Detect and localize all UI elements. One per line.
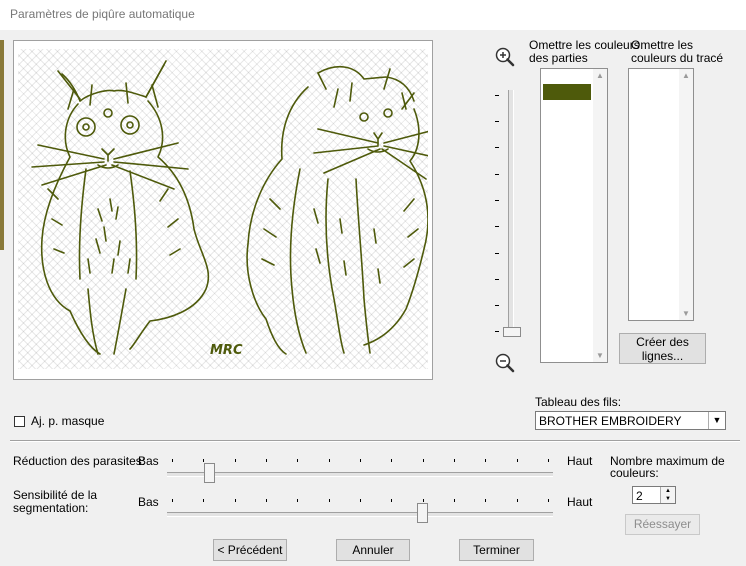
zoom-slider-thumb[interactable] xyxy=(503,327,521,337)
slider-tick xyxy=(328,499,330,502)
noise-reduction-high-label: Haut xyxy=(567,454,593,468)
omit-parts-label-line2: des parties xyxy=(529,51,588,65)
omit-parts-list[interactable]: ▲ ▼ xyxy=(540,68,608,363)
slider-tick xyxy=(172,459,173,462)
slider-tick xyxy=(548,459,549,462)
spin-up-icon[interactable]: ▲ xyxy=(665,488,671,494)
slider-tick xyxy=(516,499,518,502)
zoom-tick xyxy=(495,147,499,148)
segmentation-label-line1: Sensibilité de la xyxy=(13,488,98,502)
slider-tick xyxy=(297,499,299,502)
left-cat-drawing xyxy=(31,60,210,355)
image-preview-canvas: MRC xyxy=(18,49,435,369)
zoom-in-icon[interactable] xyxy=(494,46,516,68)
thread-table-value: BROTHER EMBROIDERY xyxy=(539,414,682,428)
create-lines-button-line2: lignes... xyxy=(641,349,684,363)
spin-down-icon[interactable]: ▼ xyxy=(665,496,671,502)
zoom-tick xyxy=(495,95,499,96)
background-window-edge xyxy=(0,40,4,250)
zoom-out-icon[interactable] xyxy=(494,352,516,374)
mask-label: Aj. p. masque xyxy=(31,414,105,428)
image-preview: MRC xyxy=(13,40,435,380)
segmentation-high-label: Haut xyxy=(567,495,593,509)
previous-button[interactable]: < Précédent xyxy=(213,539,287,561)
cats-sketch-image: MRC xyxy=(31,60,435,358)
spinner-buttons[interactable]: ▲ ▼ xyxy=(660,487,675,503)
slider-tick xyxy=(203,499,205,502)
title-bar: Paramètres de piqûre automatique xyxy=(0,0,746,30)
segmentation-label-line2: segmentation: xyxy=(13,501,89,515)
slider-tick xyxy=(328,459,330,462)
omit-parts-label-line1: Omettre les couleurs xyxy=(529,38,640,52)
slider-tick xyxy=(234,499,236,502)
separator xyxy=(10,440,740,442)
slider-tick xyxy=(454,499,455,502)
max-colors-label-line2: couleurs: xyxy=(610,466,659,480)
slider-tick xyxy=(234,459,236,462)
omit-outline-label-line2: couleurs du tracé xyxy=(631,51,724,65)
noise-reduction-track[interactable] xyxy=(167,472,553,477)
create-lines-button-line1: Créer des xyxy=(636,335,689,349)
signature-text: MRC xyxy=(210,343,243,358)
scroll-up-arrow-icon[interactable]: ▲ xyxy=(682,71,690,80)
slider-tick xyxy=(203,459,205,462)
slider-tick xyxy=(454,459,455,462)
zoom-tick xyxy=(495,121,499,122)
omit-outline-label-line1: Omettre les xyxy=(631,38,694,52)
segmentation-track[interactable] xyxy=(167,512,553,517)
scroll-down-arrow-icon[interactable]: ▼ xyxy=(596,351,604,360)
zoom-tick xyxy=(495,279,499,280)
mask-checkbox[interactable] xyxy=(14,416,25,427)
zoom-tick xyxy=(495,174,499,175)
slider-tick xyxy=(360,499,361,502)
cancel-button[interactable]: Annuler xyxy=(336,539,410,561)
thread-table-select[interactable]: BROTHER EMBROIDERY ▼ xyxy=(535,411,726,430)
max-colors-label-line1: Nombre maximum de xyxy=(610,454,725,468)
slider-tick xyxy=(422,499,424,502)
slider-tick xyxy=(172,499,173,502)
thread-table-label: Tableau des fils: xyxy=(535,395,622,409)
right-cat-drawing xyxy=(246,66,435,355)
part-color-swatch[interactable] xyxy=(543,84,591,100)
finish-button[interactable]: Terminer xyxy=(459,539,534,561)
zoom-tick xyxy=(495,331,499,332)
segmentation-low-label: Bas xyxy=(138,495,159,509)
slider-tick xyxy=(422,459,424,462)
zoom-tick xyxy=(495,253,499,254)
slider-tick xyxy=(485,459,487,462)
scroll-down-arrow-icon[interactable]: ▼ xyxy=(682,309,690,318)
slider-tick xyxy=(391,459,393,462)
window-title: Paramètres de piqûre automatique xyxy=(10,7,195,21)
retry-button[interactable]: Réessayer xyxy=(625,514,700,535)
zoom-tick xyxy=(495,200,499,201)
slider-tick xyxy=(266,499,267,502)
slider-tick xyxy=(391,499,393,502)
slider-tick xyxy=(297,459,299,462)
zoom-tick xyxy=(495,226,499,227)
slider-tick xyxy=(516,459,518,462)
max-colors-spinner[interactable]: 2 ▲ ▼ xyxy=(632,486,676,504)
omit-parts-scrollbar[interactable]: ▲ ▼ xyxy=(593,69,607,362)
slider-tick xyxy=(485,499,487,502)
chevron-down-icon[interactable]: ▼ xyxy=(708,412,725,429)
noise-reduction-low-label: Bas xyxy=(138,454,159,468)
zoom-slider-track[interactable] xyxy=(508,90,514,335)
scroll-up-arrow-icon[interactable]: ▲ xyxy=(596,71,604,80)
slider-tick xyxy=(266,459,267,462)
omit-outline-scrollbar[interactable]: ▲ ▼ xyxy=(679,69,693,320)
slider-tick xyxy=(360,459,361,462)
zoom-tick xyxy=(495,305,499,306)
create-lines-button[interactable]: Créer des lignes... xyxy=(619,333,706,364)
noise-reduction-label: Réduction des parasites: xyxy=(13,454,146,468)
max-colors-value[interactable]: 2 xyxy=(636,489,643,503)
noise-reduction-thumb[interactable] xyxy=(204,463,216,483)
omit-outline-list[interactable]: ▲ ▼ xyxy=(628,68,694,321)
slider-tick xyxy=(548,499,549,502)
segmentation-thumb[interactable] xyxy=(416,503,428,523)
